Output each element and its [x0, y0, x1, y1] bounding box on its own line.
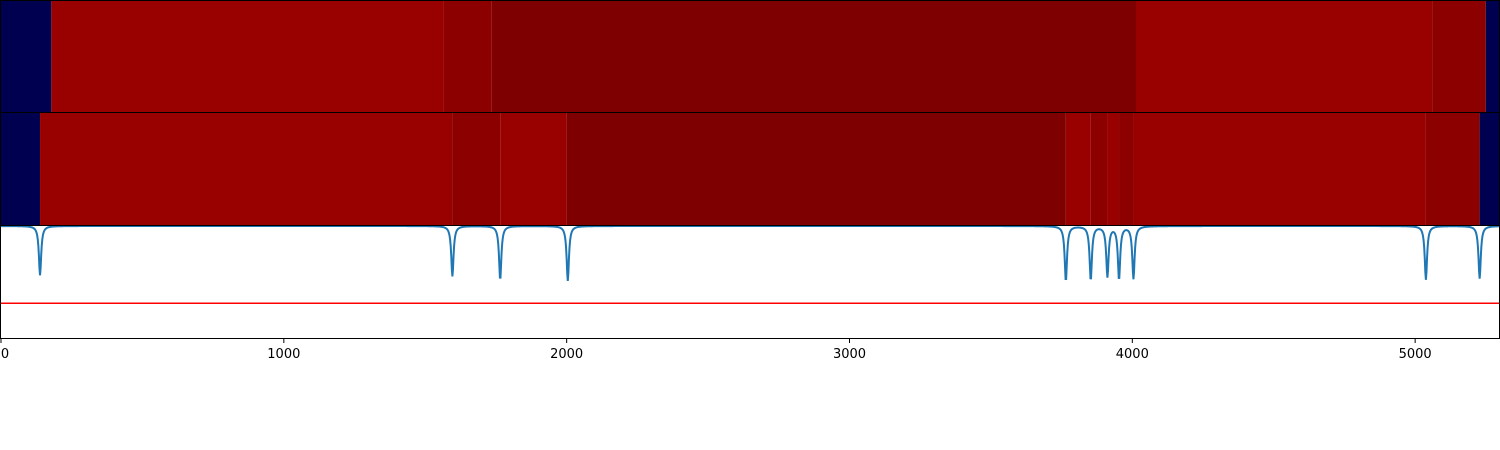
heatmap-1-segment-1: [51, 1, 444, 112]
heatmap-1-segment-5: [1432, 1, 1486, 112]
heatmap-1-segment-4: [1135, 1, 1433, 112]
x-tick-label-5: 5000: [1399, 347, 1432, 362]
heatmap-2-segment-2: [452, 113, 501, 225]
heatmap-2-segment-8: [1119, 113, 1134, 225]
x-tick-label-3: 3000: [833, 347, 866, 362]
heatmap-2-segment-4: [566, 113, 1066, 225]
x-tick-label-1: 1000: [267, 347, 300, 362]
heatmap-1-segment-0: [1, 1, 52, 112]
heatmap-track-1: [0, 0, 1500, 113]
x-tick-label-0: 0: [1, 347, 9, 362]
heatmap-2-segment-3: [500, 113, 567, 225]
heatmap-2-segment-6: [1090, 113, 1108, 225]
x-tick-label-4: 4000: [1116, 347, 1149, 362]
dip-series-line: [0, 225, 1500, 281]
heatmap-2-segment-0: [1, 113, 41, 225]
heatmap-1-segment-2: [443, 1, 492, 112]
heatmap-2-segment-9: [1133, 113, 1426, 225]
heatmap-2-segment-11: [1479, 113, 1500, 225]
heatmap-2-segment-10: [1425, 113, 1480, 225]
heatmap-2-segment-7: [1107, 113, 1120, 225]
heatmap-1-segment-3: [491, 1, 1136, 112]
heatmap-2-segment-5: [1065, 113, 1091, 225]
x-axis: 0 1000 2000 3000 4000 5000: [0, 338, 1432, 362]
x-tick-label-2: 2000: [550, 347, 583, 362]
heatmap-2-segment-1: [40, 113, 453, 225]
heatmap-track-2: [0, 112, 1500, 226]
heatmap-1-segment-6: [1485, 1, 1500, 112]
